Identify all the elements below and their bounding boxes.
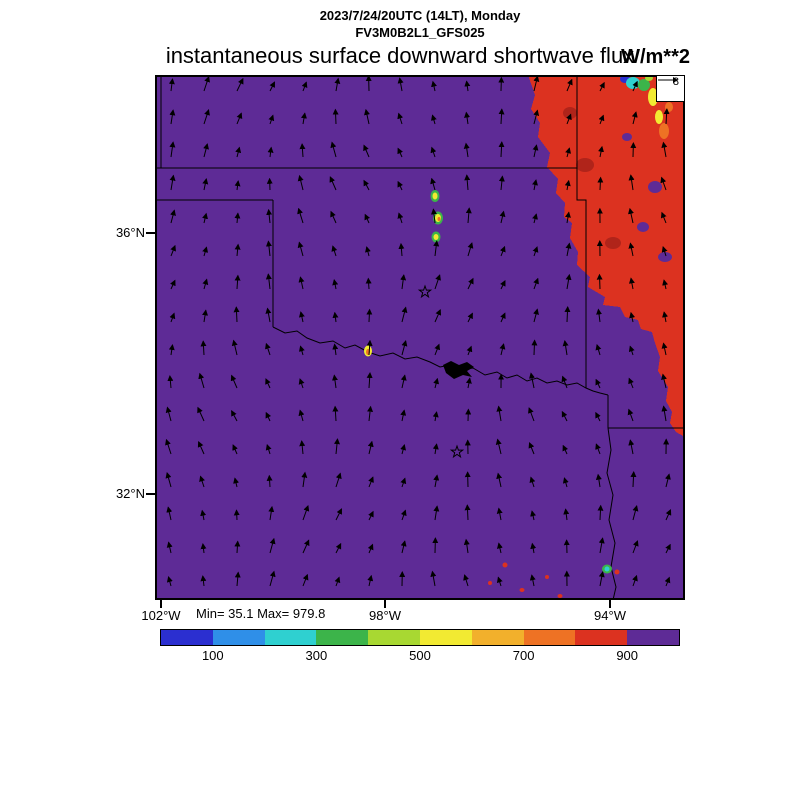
colorbar-segment bbox=[316, 630, 369, 645]
cloud-spot bbox=[658, 252, 672, 262]
colorbar-segment bbox=[264, 630, 317, 645]
cloud-spot bbox=[604, 566, 610, 572]
colorbar-segment bbox=[471, 630, 524, 645]
cloud-spot bbox=[648, 181, 662, 193]
lon-tick-label: 98°W bbox=[369, 608, 401, 623]
plot-title: instantaneous surface downward shortwave… bbox=[165, 43, 635, 68]
cloud-spot bbox=[605, 237, 621, 249]
cloud-spot bbox=[432, 192, 438, 200]
lon-tick-label: 94°W bbox=[594, 608, 626, 623]
colorbar bbox=[160, 629, 680, 646]
map-svg bbox=[155, 75, 685, 600]
cloud-spot bbox=[638, 79, 650, 91]
lake-texoma bbox=[443, 361, 474, 379]
lat-tick-label: 36°N bbox=[115, 225, 145, 240]
lat-axis-tick bbox=[146, 232, 155, 234]
cloud-spot bbox=[626, 77, 640, 89]
state-borders bbox=[155, 75, 587, 388]
lon-tick-label: 102°W bbox=[141, 608, 181, 623]
cloud-spot bbox=[519, 588, 525, 592]
header-model: FV3M0B2L1_GFS025 bbox=[355, 25, 485, 40]
cloud-spot bbox=[665, 102, 673, 112]
lon-axis-tick bbox=[160, 600, 162, 608]
cloud-spot bbox=[614, 569, 620, 575]
colorbar-segment bbox=[212, 630, 265, 645]
colorbar-tick-label: 300 bbox=[305, 648, 328, 663]
lon-axis-tick bbox=[609, 600, 611, 608]
lat-axis-tick bbox=[146, 493, 155, 495]
wind-arrows bbox=[165, 75, 672, 587]
header-datetime: 2023/7/24/20UTC (14LT), Monday bbox=[319, 8, 521, 23]
colorbar-tick-label: 700 bbox=[512, 648, 535, 663]
cloud-spot bbox=[659, 123, 669, 139]
cloud-spot bbox=[622, 133, 632, 141]
map-plot: 8 bbox=[155, 75, 685, 600]
min-max-label: Min= 35.1 Max= 979.8 bbox=[196, 606, 326, 621]
colorbar-tick-label: 100 bbox=[201, 648, 224, 663]
wind-reference-value: 8 bbox=[672, 76, 679, 88]
colorbar-segment bbox=[419, 630, 472, 645]
cloud-spot bbox=[648, 88, 658, 106]
state-borders-southeast bbox=[606, 395, 685, 600]
colorbar-segment bbox=[627, 630, 679, 645]
map-frame bbox=[155, 75, 685, 600]
colorbar-segment bbox=[368, 630, 420, 645]
city-star-marker bbox=[417, 284, 433, 299]
lon-axis-tick bbox=[384, 600, 386, 608]
cloud-spot bbox=[637, 222, 649, 232]
lat-tick-label: 32°N bbox=[115, 486, 145, 501]
flux-region-red bbox=[528, 75, 685, 437]
cloud-spot bbox=[545, 575, 549, 579]
cloud-spot bbox=[433, 234, 439, 240]
units-label: W/m**2 bbox=[621, 46, 690, 68]
cloud-spot bbox=[488, 581, 492, 585]
cloud-spot bbox=[557, 594, 563, 598]
cloud-spot bbox=[655, 110, 663, 124]
colorbar-segment bbox=[523, 630, 576, 645]
wind-reference-box: 8 bbox=[656, 75, 685, 102]
cloud-spot bbox=[576, 158, 594, 172]
cloud-spot bbox=[502, 562, 508, 568]
colorbar-segment bbox=[575, 630, 628, 645]
cloud-spot bbox=[437, 217, 441, 221]
colorbar-tick-label: 500 bbox=[409, 648, 431, 663]
colorbar-tick-label: 900 bbox=[616, 648, 639, 663]
city-star-marker bbox=[449, 444, 465, 459]
colorbar-segment bbox=[161, 630, 213, 645]
wind-reference-arrow-icon bbox=[658, 77, 678, 83]
